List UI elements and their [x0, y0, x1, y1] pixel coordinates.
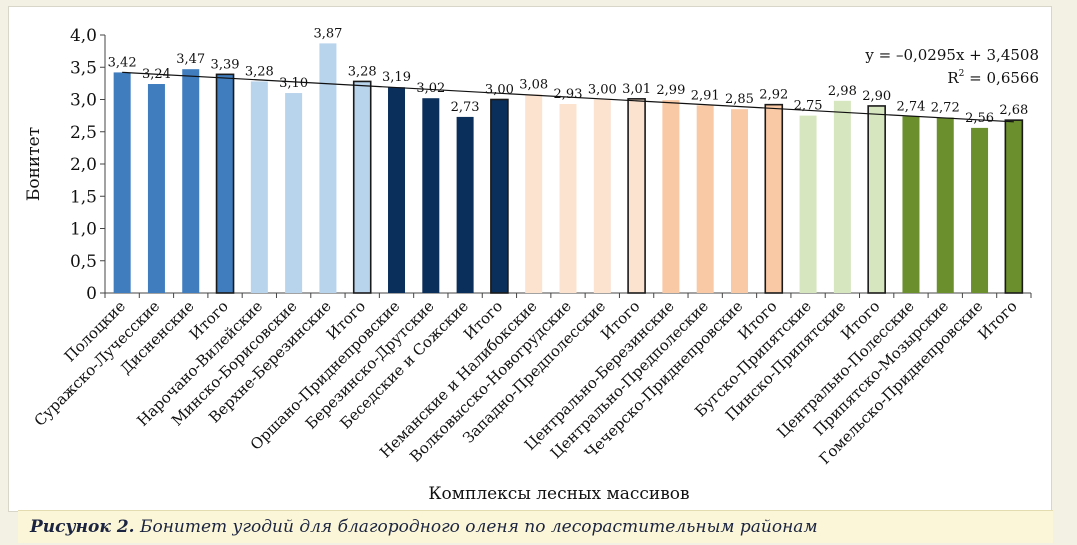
bar-2 — [147, 84, 165, 294]
bar-10 — [422, 98, 440, 294]
bar-11 — [456, 116, 474, 293]
bars-layer — [113, 43, 1024, 294]
bar-7 — [319, 43, 337, 294]
value-label-20: 2,92 — [759, 88, 788, 103]
value-label-13: 3,08 — [519, 77, 548, 92]
y-tick-label: 3,0 — [70, 91, 97, 111]
value-label-25: 2,72 — [931, 101, 960, 116]
bar-20 — [764, 103, 784, 294]
bar-4 — [215, 73, 235, 294]
chart-panel: 00,51,01,52,02,53,03,54,0 3,423,243,473,… — [8, 6, 1052, 512]
bar-27 — [1004, 119, 1024, 294]
value-label-17: 2,99 — [656, 83, 685, 98]
y-tick-label: 0,5 — [70, 252, 97, 272]
value-label-19: 2,85 — [725, 92, 754, 107]
bar-19 — [730, 109, 748, 293]
y-tick-label: 2,5 — [70, 123, 97, 143]
value-label-23: 2,90 — [862, 89, 891, 104]
figure-caption: Рисунок 2. Бонитет угодий для благородно… — [30, 517, 818, 537]
value-label-8: 3,28 — [348, 64, 377, 79]
value-label-22: 2,98 — [828, 84, 857, 99]
bar-8 — [352, 80, 372, 294]
value-label-26: 2,56 — [965, 111, 994, 126]
bar-16 — [627, 98, 646, 294]
value-label-7: 3,87 — [313, 26, 342, 41]
value-label-11: 2,73 — [451, 100, 480, 115]
x-tick-labels-layer: ПолоцкиеСуражско-ЛучесскиеДисненскиеИтог… — [31, 297, 1021, 468]
y-tick-label: 4,0 — [70, 26, 97, 46]
bar-9 — [388, 87, 406, 294]
value-label-15: 3,00 — [588, 83, 617, 98]
value-label-24: 2,74 — [896, 99, 925, 114]
value-label-27: 2,68 — [999, 103, 1028, 118]
value-label-10: 3,02 — [416, 81, 445, 96]
bar-5 — [250, 81, 268, 293]
value-label-16: 3,01 — [622, 82, 651, 97]
bar-23 — [867, 105, 886, 294]
bar-17 — [662, 100, 680, 294]
value-labels-layer: 3,423,243,473,393,283,103,873,283,193,02… — [108, 26, 1029, 125]
bar-6 — [285, 93, 303, 293]
bar-3 — [182, 69, 200, 293]
x-tick-label-27: Итого — [974, 297, 1020, 343]
y-tick-label: 2,0 — [70, 155, 97, 175]
value-label-4: 3,39 — [211, 57, 240, 72]
value-label-9: 3,19 — [382, 70, 411, 85]
trend-r-squared: R2 = 0,6566 — [947, 69, 1039, 87]
bar-14 — [559, 104, 577, 293]
trend-line — [122, 71, 1014, 123]
y-tick-label: 0 — [86, 284, 97, 304]
r2-label: R — [947, 69, 959, 87]
bar-1 — [113, 72, 131, 293]
y-axis-title: Бонитет — [24, 127, 44, 201]
caption-text: Бонитет угодий для благородного оленя по… — [134, 517, 818, 537]
value-label-12: 3,00 — [485, 83, 514, 98]
value-label-5: 3,28 — [245, 64, 274, 79]
value-label-6: 3,10 — [279, 76, 308, 91]
bar-18 — [696, 105, 714, 294]
r2-superscript: 2 — [959, 69, 965, 79]
bar-12 — [490, 98, 509, 294]
bar-26 — [971, 127, 989, 293]
bar-22 — [833, 100, 851, 293]
bar-13 — [525, 94, 543, 293]
bar-21 — [799, 115, 817, 293]
y-tick-label: 3,5 — [70, 58, 97, 78]
bar-24 — [902, 116, 920, 294]
bar-15 — [593, 99, 611, 293]
y-tick-label: 1,0 — [70, 220, 97, 240]
value-label-3: 3,47 — [176, 52, 205, 67]
bar-chart: 00,51,01,52,02,53,03,54,0 3,423,243,473,… — [24, 26, 1039, 504]
r2-value: = 0,6566 — [964, 69, 1039, 87]
x-axis-title: Комплексы лесных массивов — [428, 484, 689, 504]
y-tick-label: 1,5 — [70, 187, 97, 207]
value-label-18: 2,91 — [691, 88, 720, 103]
bar-25 — [936, 117, 954, 293]
trend-equation: y = –0,0295x + 3,4508 — [864, 46, 1039, 64]
caption-box: Рисунок 2. Бонитет угодий для благородно… — [18, 510, 1053, 543]
value-label-14: 2,93 — [554, 87, 583, 102]
caption-label: Рисунок 2. — [30, 517, 135, 537]
value-label-1: 3,42 — [108, 55, 137, 70]
